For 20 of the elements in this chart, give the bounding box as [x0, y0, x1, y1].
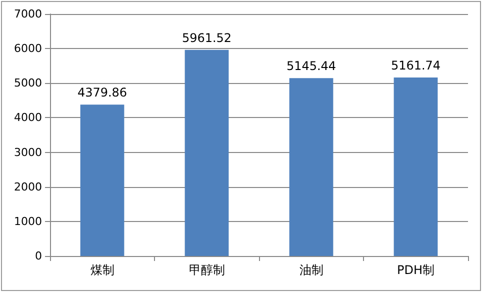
x-tick-label: 煤制 [90, 263, 114, 277]
y-tick-label: 4000 [14, 111, 42, 124]
x-tick-label: PDH制 [397, 263, 434, 277]
bar [289, 78, 334, 256]
y-tick-label: 2000 [14, 180, 42, 194]
x-tick-label: 油制 [299, 263, 324, 277]
y-tick-label: 1000 [14, 214, 42, 228]
bar [394, 78, 438, 256]
y-tick-label: 7000 [14, 8, 42, 20]
y-tick-label: 0 [35, 250, 42, 262]
x-tick-label: 甲醇制 [188, 263, 225, 277]
y-tick-label: 3000 [14, 146, 42, 159]
bar [184, 50, 229, 256]
data-label: 5161.74 [390, 58, 441, 73]
data-label: 4379.86 [77, 86, 128, 100]
data-label: 5961.52 [182, 30, 232, 45]
y-tick-label: 6000 [14, 42, 42, 56]
y-tick-label: 5000 [14, 76, 42, 90]
bar [80, 104, 124, 256]
data-label: 5145.44 [286, 59, 336, 74]
